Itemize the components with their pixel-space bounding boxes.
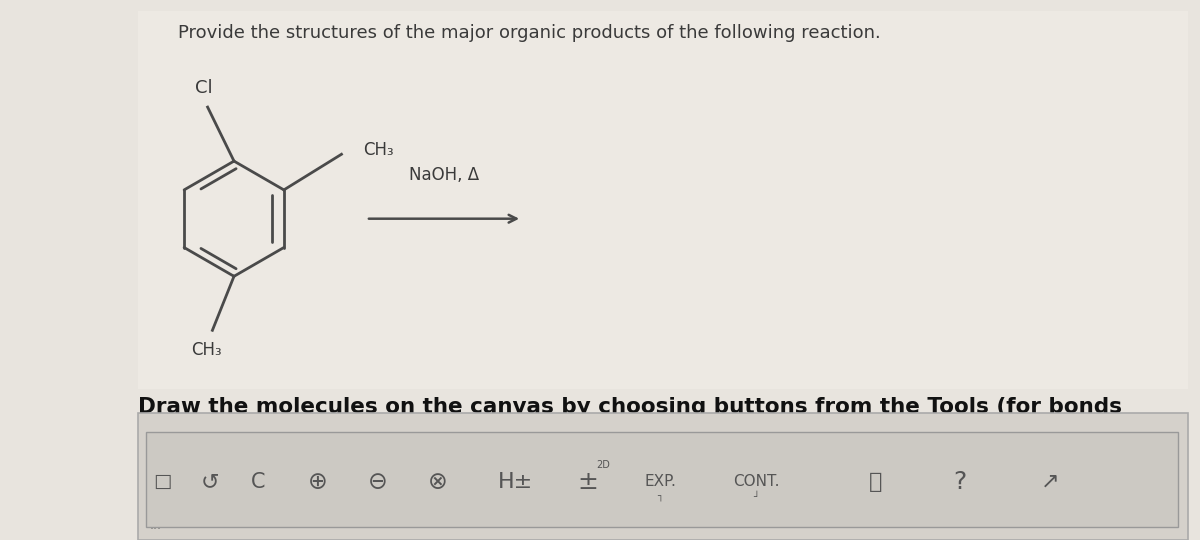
- Text: CONT.: CONT.: [733, 474, 779, 489]
- Text: ↺: ↺: [200, 471, 220, 492]
- Text: ±: ±: [577, 470, 599, 494]
- Text: ┐: ┐: [658, 492, 664, 503]
- Text: CH₃: CH₃: [191, 341, 222, 359]
- Text: ...: ...: [150, 519, 162, 532]
- Text: ↗: ↗: [1040, 471, 1060, 492]
- FancyBboxPatch shape: [146, 432, 1178, 526]
- FancyBboxPatch shape: [138, 11, 1188, 389]
- Text: ⊖: ⊖: [368, 470, 388, 494]
- Text: C: C: [251, 471, 265, 492]
- Text: Cl: Cl: [196, 79, 212, 97]
- Text: NaOH, Δ: NaOH, Δ: [409, 166, 479, 184]
- FancyBboxPatch shape: [138, 413, 1188, 540]
- Text: □: □: [152, 472, 172, 491]
- Text: ⓘ: ⓘ: [869, 471, 883, 492]
- Text: ?: ?: [953, 470, 967, 494]
- Text: 2D: 2D: [596, 460, 611, 470]
- Text: Provide the structures of the major organic products of the following reaction.: Provide the structures of the major orga…: [178, 24, 881, 42]
- Text: Draw the molecules on the canvas by choosing buttons from the Tools (for bonds: Draw the molecules on the canvas by choo…: [138, 397, 1122, 417]
- Text: CH₃: CH₃: [364, 141, 394, 159]
- Text: H±: H±: [498, 471, 534, 492]
- Text: ⊗: ⊗: [428, 470, 448, 494]
- Text: EXP.: EXP.: [644, 474, 676, 489]
- Text: ⊕: ⊕: [308, 470, 328, 494]
- Text: ┘: ┘: [754, 492, 760, 503]
